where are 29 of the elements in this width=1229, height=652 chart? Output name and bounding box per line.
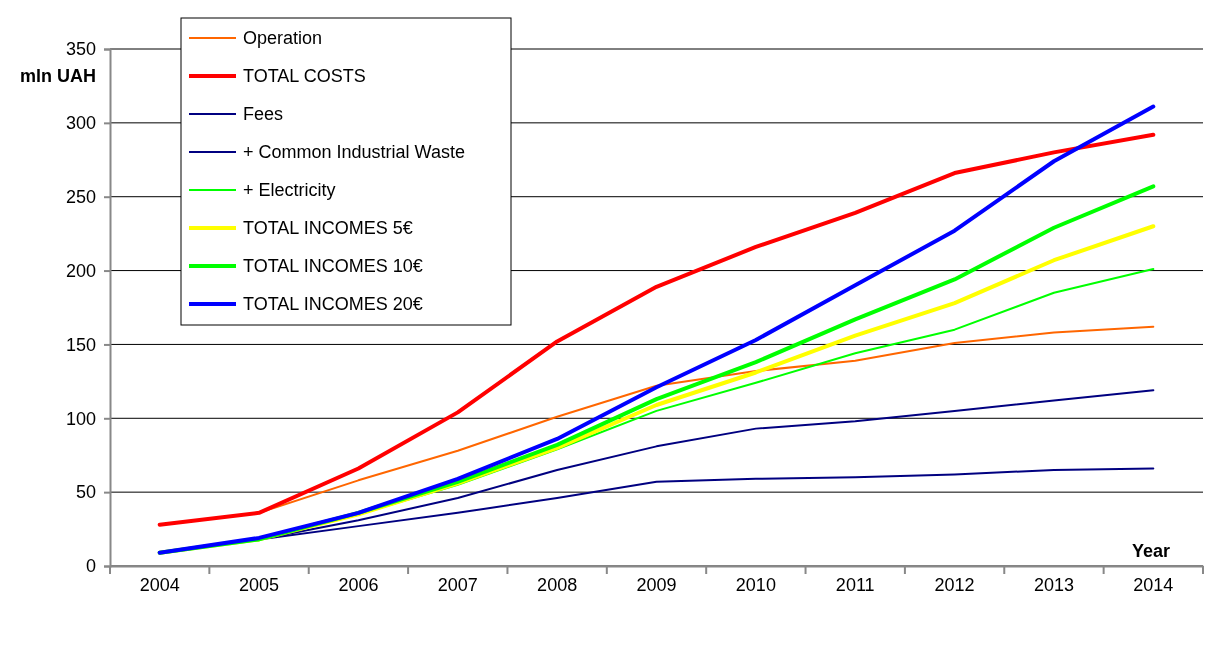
x-tick-label: 2009	[636, 574, 677, 595]
legend-label: + Common Industrial Waste	[243, 142, 465, 163]
x-tick-label: 2007	[437, 574, 478, 595]
x-tick-label: 2013	[1033, 574, 1074, 595]
x-tick-label: 2010	[735, 574, 776, 595]
legend-label: Fees	[243, 104, 284, 125]
y-tick-label: 150	[65, 334, 96, 355]
x-tick-label: 2014	[1133, 574, 1174, 595]
y-axis-title: mln UAH	[20, 66, 96, 86]
y-tick-label: 0	[85, 556, 96, 577]
x-tick-label: 2004	[139, 574, 180, 595]
x-tick-label: 2006	[338, 574, 379, 595]
x-axis-title: Year	[1131, 541, 1170, 561]
legend-label: TOTAL COSTS	[243, 66, 366, 87]
x-tick-label: 2012	[934, 574, 975, 595]
x-tick-label: 2008	[537, 574, 578, 595]
legend-label: TOTAL INCOMES 20€	[243, 294, 423, 315]
y-tick-label: 50	[75, 482, 96, 503]
y-tick-label: 350	[65, 39, 96, 60]
y-tick-label: 200	[65, 260, 96, 281]
legend-label: TOTAL INCOMES 10€	[243, 256, 423, 277]
y-tick-label: 100	[65, 408, 96, 429]
legend-label: Operation	[243, 28, 323, 49]
x-tick-label: 2005	[239, 574, 280, 595]
legend-label: + Electricity	[243, 180, 336, 201]
y-tick-label: 300	[65, 113, 96, 134]
x-tick-label: 2011	[835, 574, 875, 595]
y-tick-label: 250	[65, 186, 96, 207]
legend-label: TOTAL INCOMES 5€	[243, 218, 413, 239]
